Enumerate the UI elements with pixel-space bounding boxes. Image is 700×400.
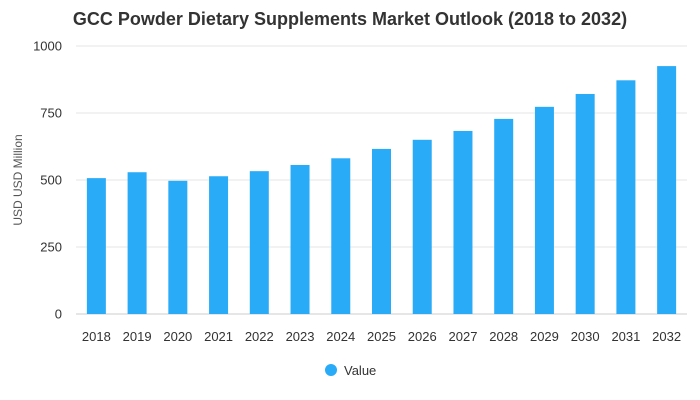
legend[interactable]: Value [325,363,376,378]
x-tick-label-2032: 2032 [652,329,681,344]
y-tick-label: 1000 [33,39,62,54]
bar-2032[interactable] [657,66,677,314]
x-axis-ticks: 2018 2019 2020 2021 2022 2023 2024 2025 2026 2027… [82,329,681,344]
x-tick-label-2022: 2022 [245,329,274,344]
bar-2018[interactable] [86,178,106,314]
x-tick-label-2019: 2019 [123,329,152,344]
bar-2029[interactable] [534,106,554,314]
bar-2031[interactable] [616,80,636,314]
x-tick-label-2027: 2027 [449,329,478,344]
x-tick-label-2031: 2031 [611,329,640,344]
y-axis-ticks: 0 250 500 750 1000 [33,39,62,322]
y-tick-label: 500 [40,173,62,188]
bar-2026[interactable] [412,139,432,314]
legend-swatch-value[interactable] [325,364,337,376]
x-tick-label-2020: 2020 [163,329,192,344]
x-tick-label-2021: 2021 [204,329,233,344]
bar-2019[interactable] [127,172,147,314]
bar-2028[interactable] [494,118,514,315]
bar-2030[interactable] [575,93,595,314]
y-tick-label: 750 [40,106,62,121]
x-tick-label-2028: 2028 [489,329,518,344]
legend-label-value[interactable]: Value [344,363,376,378]
x-tick-label-2025: 2025 [367,329,396,344]
y-tick-label: 0 [55,307,62,322]
y-tick-label: 250 [40,240,62,255]
chart-title: GCC Powder Dietary Supplements Market Ou… [73,9,627,29]
x-tick-label-2018: 2018 [82,329,111,344]
x-tick-label-2023: 2023 [286,329,315,344]
bars [86,66,677,315]
bar-2021[interactable] [209,176,229,314]
x-tick-label-2024: 2024 [326,329,355,344]
bar-2023[interactable] [290,164,310,314]
bar-2024[interactable] [331,158,351,314]
bar-2022[interactable] [249,171,269,314]
y-axis-label: USD USD Million [11,134,25,225]
bar-2025[interactable] [372,148,391,314]
bar-2020[interactable] [168,180,188,314]
bar-2027[interactable] [453,130,473,314]
x-tick-label-2029: 2029 [530,329,559,344]
x-tick-label-2026: 2026 [408,329,437,344]
x-tick-label-2030: 2030 [571,329,600,344]
